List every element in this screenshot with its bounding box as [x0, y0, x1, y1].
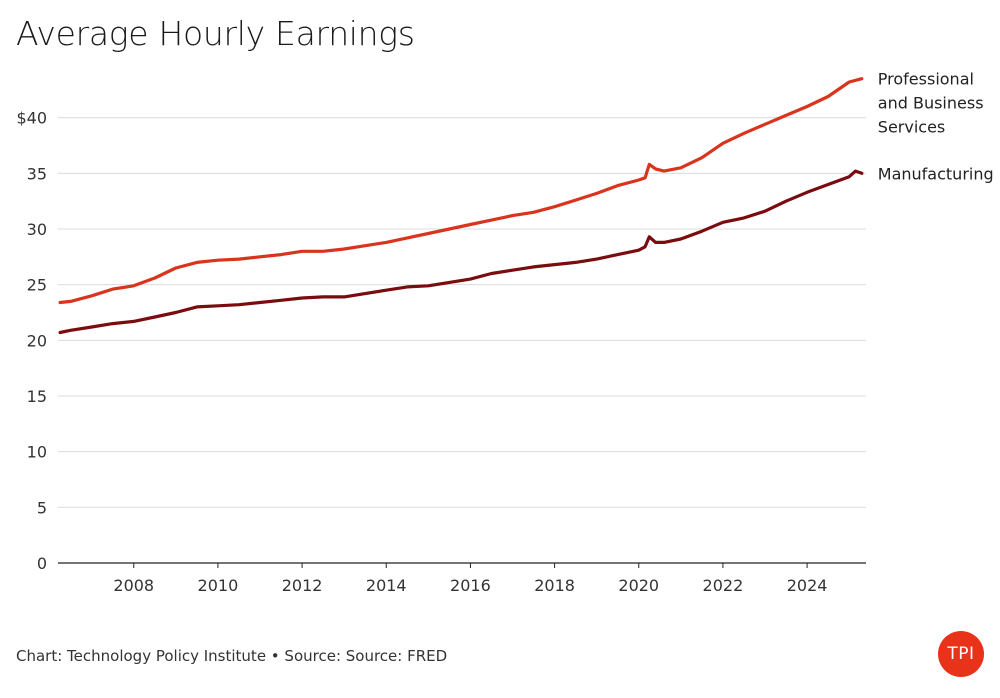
gridlines [58, 117, 866, 508]
series-line-manufacturing [58, 169, 864, 335]
y-tick-label: 15 [27, 387, 47, 406]
source-credit: Chart: Technology Policy Institute • Sou… [16, 647, 448, 665]
x-tick-label: 2014 [366, 576, 407, 595]
y-tick-label: 35 [27, 164, 47, 183]
chart-title: Average Hourly Earnings [16, 14, 415, 53]
y-tick-label: 25 [27, 276, 47, 295]
y-tick-label: 10 [27, 443, 47, 462]
tpi-logo: TPI [938, 631, 984, 677]
series-label: Manufacturing [878, 164, 994, 183]
x-tick-label: 2022 [703, 576, 744, 595]
x-tick-label: 2024 [787, 576, 828, 595]
series-label: and Business [878, 94, 984, 113]
y-tick-label: 5 [37, 498, 47, 517]
y-axis-ticks: 0 5 10 15 20 25 30 35 $40 [16, 109, 47, 573]
y-tick-label: 30 [27, 220, 47, 239]
series-lines [58, 77, 864, 335]
x-tick-label: 2020 [618, 576, 659, 595]
x-tick-label: 2010 [198, 576, 239, 595]
y-tick-label: 20 [27, 331, 47, 350]
x-tick-label: 2016 [450, 576, 491, 595]
series-line-professional-business-services [58, 77, 864, 305]
x-tick-label: 2008 [113, 576, 154, 595]
series-label: Services [878, 118, 945, 137]
x-tick-label: 2018 [534, 576, 575, 595]
series-labels: Professional and Business Services Manufact… [878, 70, 994, 184]
logo-text: TPI [947, 644, 975, 664]
x-tick-label: 2012 [282, 576, 323, 595]
series-label: Professional [878, 70, 974, 89]
x-axis-ticks: 2008 2010 2012 2014 2016 2018 2020 2022 2024 [113, 563, 827, 595]
y-tick-label: $40 [16, 109, 47, 128]
y-tick-label: 0 [37, 554, 47, 573]
